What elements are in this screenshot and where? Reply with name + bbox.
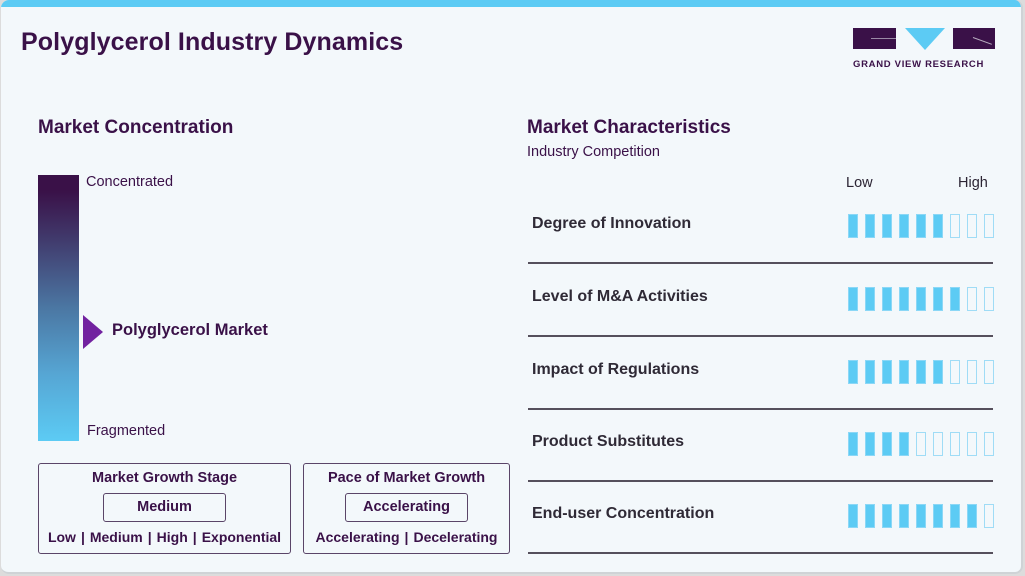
- growth-stage-option: Low: [47, 529, 76, 545]
- rating-segment-empty: [984, 287, 994, 311]
- rating-segment-filled: [933, 504, 943, 528]
- scale-low-label: Low: [846, 175, 873, 191]
- rating-segment-filled: [933, 287, 943, 311]
- rating-segment-filled: [950, 287, 960, 311]
- rating-segment-filled: [865, 504, 875, 528]
- concentration-gradient-bar: [38, 175, 79, 441]
- rating-segment-filled: [882, 287, 892, 311]
- characteristic-label: End-user Concentration: [532, 505, 715, 522]
- rating-segment-filled: [882, 504, 892, 528]
- market-characteristics-heading: Market Characteristics: [527, 117, 731, 138]
- growth-stage-options: Low | Medium | High | Exponential: [47, 529, 282, 545]
- characteristic-label: Product Substitutes: [532, 433, 685, 450]
- characteristic-label: Level of M&A Activities: [532, 288, 708, 305]
- growth-pace-option: Decelerating: [413, 529, 498, 545]
- rating-segment-filled: [882, 432, 892, 456]
- rating-segment-filled: [882, 214, 892, 238]
- rating-segment-filled: [916, 287, 926, 311]
- market-position-marker-icon: [83, 315, 103, 349]
- rating-segment-filled: [933, 360, 943, 384]
- rating-segment-empty: [984, 214, 994, 238]
- rating-segment-empty: [967, 360, 977, 384]
- growth-stage-option: Exponential: [201, 529, 282, 545]
- row-divider: [528, 335, 993, 337]
- growth-stage-value: Medium: [103, 493, 226, 522]
- rating-segment-filled: [916, 214, 926, 238]
- logo-text: GRAND VIEW RESEARCH: [853, 59, 985, 70]
- market-growth-stage-box: Market Growth Stage Medium Low | Medium | Hi…: [38, 463, 291, 554]
- rating-segment-empty: [967, 214, 977, 238]
- rating-segment-filled: [899, 432, 909, 456]
- rating-segment-filled: [865, 287, 875, 311]
- grand-view-research-logo: GRAND VIEW RESEARCH: [853, 28, 995, 70]
- concentrated-label: Concentrated: [86, 174, 174, 190]
- fragmented-label: Fragmented: [87, 423, 166, 439]
- rating-segment-filled: [933, 214, 943, 238]
- rating-segment-empty: [950, 360, 960, 384]
- rating-segment-filled: [848, 504, 858, 528]
- rating-bar-meter: [848, 287, 994, 311]
- growth-pace-value: Accelerating: [345, 493, 468, 522]
- rating-segment-empty: [984, 504, 994, 528]
- accent-top-bar: [1, 0, 1021, 7]
- page-title: Polyglycerol Industry Dynamics: [21, 28, 404, 56]
- growth-pace-title: Pace of Market Growth: [327, 470, 486, 486]
- industry-competition-subheading: Industry Competition: [527, 144, 660, 160]
- row-divider: [528, 262, 993, 264]
- rating-segment-filled: [899, 504, 909, 528]
- market-position-label: Polyglycerol Market: [112, 321, 268, 339]
- rating-segment-empty: [950, 432, 960, 456]
- rating-segment-empty: [916, 432, 926, 456]
- rating-segment-filled: [916, 360, 926, 384]
- growth-stage-title: Market Growth Stage: [91, 470, 238, 486]
- rating-segment-filled: [848, 214, 858, 238]
- rating-segment-filled: [899, 287, 909, 311]
- rating-segment-filled: [916, 504, 926, 528]
- rating-segment-empty: [933, 432, 943, 456]
- rating-bar-meter: [848, 214, 994, 238]
- row-divider: [528, 552, 993, 554]
- rating-segment-filled: [865, 214, 875, 238]
- characteristic-label: Degree of Innovation: [532, 215, 692, 232]
- rating-segment-empty: [967, 287, 977, 311]
- rating-bar-meter: [848, 360, 994, 384]
- rating-segment-filled: [967, 504, 977, 528]
- rating-segment-filled: [865, 432, 875, 456]
- rating-segment-empty: [950, 214, 960, 238]
- rating-segment-filled: [848, 287, 858, 311]
- growth-pace-option: Accelerating: [315, 529, 400, 545]
- rating-segment-empty: [984, 432, 994, 456]
- rating-segment-empty: [967, 432, 977, 456]
- row-divider: [528, 480, 993, 482]
- rating-segment-filled: [882, 360, 892, 384]
- rating-segment-filled: [865, 360, 875, 384]
- growth-stage-option: Medium: [89, 529, 143, 545]
- scale-high-label: High: [958, 175, 988, 191]
- growth-stage-option: High: [156, 529, 188, 545]
- row-divider: [528, 408, 993, 410]
- characteristic-label: Impact of Regulations: [532, 361, 700, 378]
- rating-segment-filled: [899, 214, 909, 238]
- growth-pace-options: Accelerating | Decelerating: [315, 529, 498, 545]
- rating-segment-filled: [899, 360, 909, 384]
- rating-bar-meter: [848, 504, 994, 528]
- rating-segment-filled: [848, 432, 858, 456]
- rating-segment-empty: [984, 360, 994, 384]
- market-concentration-heading: Market Concentration: [38, 117, 234, 138]
- rating-bar-meter: [848, 432, 994, 456]
- rating-segment-filled: [848, 360, 858, 384]
- pace-of-market-growth-box: Pace of Market Growth Accelerating Accel…: [303, 463, 510, 554]
- logo-icon: [853, 28, 995, 52]
- rating-segment-filled: [950, 504, 960, 528]
